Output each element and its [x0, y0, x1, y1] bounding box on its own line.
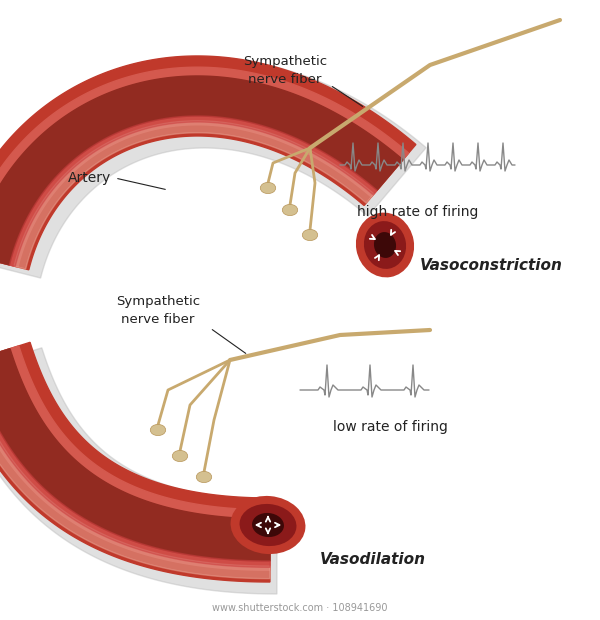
Polygon shape	[0, 58, 426, 278]
Text: Vasoconstriction: Vasoconstriction	[420, 257, 563, 273]
Polygon shape	[0, 348, 277, 594]
Text: Vasodilation: Vasodilation	[320, 552, 426, 567]
Polygon shape	[0, 361, 270, 567]
Text: www.shutterstock.com · 108941690: www.shutterstock.com · 108941690	[212, 603, 388, 613]
Polygon shape	[0, 346, 270, 570]
Ellipse shape	[283, 205, 298, 216]
Polygon shape	[0, 67, 409, 267]
Polygon shape	[0, 56, 416, 270]
Ellipse shape	[374, 232, 396, 258]
Ellipse shape	[260, 182, 276, 193]
Text: low rate of firing: low rate of firing	[332, 420, 448, 434]
Polygon shape	[0, 342, 270, 582]
Polygon shape	[0, 363, 270, 578]
Text: Artery: Artery	[68, 171, 111, 185]
Text: Sympathetic
nerve fiber: Sympathetic nerve fiber	[243, 55, 327, 86]
Polygon shape	[0, 348, 270, 561]
Polygon shape	[10, 116, 377, 267]
Ellipse shape	[302, 229, 318, 241]
Ellipse shape	[364, 221, 406, 269]
Polygon shape	[0, 76, 403, 265]
Ellipse shape	[196, 471, 212, 482]
Ellipse shape	[356, 213, 414, 277]
Ellipse shape	[252, 513, 284, 537]
Text: Sympathetic
nerve fiber: Sympathetic nerve fiber	[116, 295, 200, 326]
Polygon shape	[14, 121, 374, 269]
Ellipse shape	[151, 425, 166, 436]
Text: high rate of firing: high rate of firing	[358, 205, 479, 219]
Ellipse shape	[172, 450, 188, 462]
Ellipse shape	[239, 504, 296, 546]
Ellipse shape	[230, 496, 305, 554]
